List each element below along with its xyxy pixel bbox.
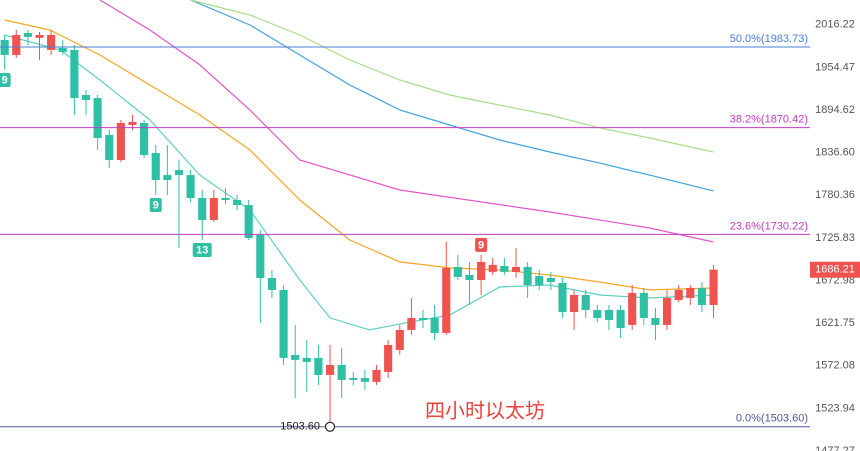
signal-marker — [149, 197, 162, 212]
candle-body — [337, 364, 346, 380]
candle-body — [221, 198, 230, 201]
candle-body — [465, 275, 474, 281]
candle-body — [535, 275, 544, 286]
candle-body — [314, 357, 323, 375]
candle-body — [186, 175, 195, 199]
candle-body — [349, 377, 358, 380]
ma-line — [4, 34, 714, 331]
candle-body — [47, 34, 56, 50]
candle-body — [58, 47, 67, 52]
candle-body — [302, 357, 311, 362]
level-label: 23.6%(1730.22) — [730, 220, 808, 232]
ma-line — [190, 0, 714, 153]
y-tick-label: 1725.83 — [815, 232, 855, 244]
candle-body — [93, 98, 102, 139]
candle-body — [593, 309, 602, 318]
signal-label: 9 — [153, 199, 159, 211]
candle-body — [140, 122, 149, 156]
candle-body — [174, 170, 184, 176]
candle-body — [523, 266, 532, 286]
y-tick-label: 1523.94 — [815, 402, 855, 414]
candle-body — [453, 266, 462, 277]
candle-body — [279, 289, 288, 358]
signal-label: 9 — [2, 74, 8, 86]
candle-body — [488, 264, 497, 272]
candle-body — [686, 287, 695, 298]
candle-body — [325, 364, 335, 375]
candle-body — [23, 32, 32, 37]
signal-label: 13 — [196, 244, 208, 256]
y-tick-label: 1894.62 — [815, 104, 855, 116]
last-price-tag — [810, 261, 860, 278]
y-tick-label: 1954.47 — [815, 61, 855, 73]
candle-body — [384, 344, 393, 372]
candle-body — [697, 287, 706, 305]
candle-body — [511, 266, 521, 272]
candle-body — [500, 265, 509, 272]
low-label: 1503.60 — [280, 421, 320, 433]
level-label: 50.0%(1983.73) — [730, 33, 808, 45]
candle-body — [662, 297, 672, 325]
candle-body — [639, 292, 648, 318]
candle-body — [674, 289, 683, 300]
ma-line — [190, 0, 714, 192]
signal-marker — [192, 242, 212, 257]
candle-body — [163, 175, 172, 180]
candle-body — [570, 294, 579, 312]
candle-body — [105, 134, 114, 161]
candle-body — [70, 49, 79, 99]
y-tick-label: 1780.36 — [815, 189, 855, 201]
candle-body — [198, 198, 207, 221]
y-tick-label: 1621.75 — [815, 317, 855, 329]
y-tick-label: 1836.60 — [815, 147, 855, 159]
candle-body — [267, 277, 277, 290]
candle-body — [604, 309, 614, 320]
candle-body — [81, 94, 91, 101]
candle-body — [628, 292, 637, 325]
candle-body — [256, 234, 265, 278]
signal-marker — [0, 72, 11, 87]
candle-body — [372, 369, 381, 382]
last-price-label: 1686.21 — [815, 264, 855, 276]
candle-body — [546, 277, 555, 282]
candle-body — [418, 317, 428, 320]
candle-body — [442, 267, 451, 333]
caption: 四小时以太坊 — [425, 399, 545, 422]
level-label: 38.2%(1870.42) — [730, 114, 808, 126]
candle-body — [128, 121, 137, 125]
y-tick-label: 1477.27 — [815, 445, 855, 451]
candle-body — [151, 153, 160, 180]
candle-body — [35, 34, 44, 38]
candle-body — [430, 317, 439, 333]
y-tick-label: 1572.08 — [815, 360, 855, 372]
ma-line — [99, 0, 714, 243]
candle-body — [558, 282, 567, 312]
candle-body — [244, 205, 253, 238]
candle-body — [291, 354, 300, 360]
candle-body — [233, 200, 242, 206]
candle-body — [581, 294, 590, 310]
signal-label: 9 — [478, 239, 484, 251]
candle-body — [395, 329, 404, 350]
candle-body — [12, 34, 21, 55]
level-label: 0.0%(1503.60) — [736, 413, 808, 425]
candle-body — [360, 377, 369, 382]
candle-body — [407, 317, 416, 330]
signal-marker — [475, 237, 488, 252]
plot-area — [0, 0, 718, 427]
candle-body — [709, 269, 718, 305]
candle-body — [477, 261, 486, 281]
candle-body — [616, 309, 625, 328]
ma-line — [4, 19, 714, 291]
price-axis: 2016.22 1954.47 1894.62 1836.60 1780.36 1725.… — [815, 19, 855, 451]
y-tick-label: 2016.22 — [815, 19, 855, 31]
low-marker — [324, 421, 336, 432]
candle-body — [651, 317, 660, 325]
candle-body — [209, 198, 218, 221]
candle-body — [116, 122, 125, 161]
